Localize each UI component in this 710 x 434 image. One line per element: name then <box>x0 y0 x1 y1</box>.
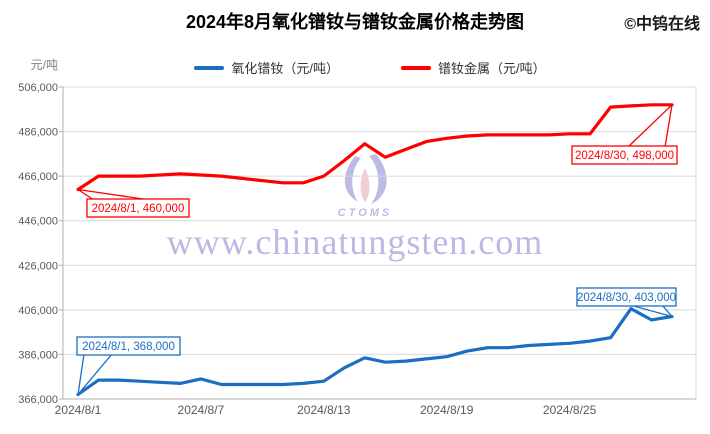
x-tick-label: 2024/8/1 <box>55 403 102 417</box>
annotation-box <box>76 336 181 356</box>
y-tick-label: 506,000 <box>18 82 58 94</box>
y-tick-label: 406,000 <box>18 305 58 317</box>
x-tick-label: 2024/8/19 <box>420 403 474 417</box>
series-line-oxide <box>76 307 674 397</box>
y-tick-label: 446,000 <box>18 216 58 228</box>
watermark-site-text: www.chinatungsten.com <box>166 222 544 262</box>
copyright-text: ©中钨在线 <box>624 16 700 33</box>
legend-swatch-metal-icon <box>401 65 431 70</box>
annotation-box <box>571 145 678 165</box>
y-tick-label: 426,000 <box>18 260 58 272</box>
annotation-label: 2024/8/30, 403,000 <box>577 292 676 304</box>
annotation-label: 2024/8/1, 368,000 <box>82 341 175 353</box>
annotation-label: 2024/8/30, 498,000 <box>575 150 674 162</box>
page-title: 2024年8月氧化镨钕与镨钕金属价格走势图 <box>185 12 525 32</box>
y-axis-unit: 元/吨 <box>30 58 58 72</box>
legend-item-oxide: 氧化镨钕（元/吨） <box>194 58 339 77</box>
x-tick-label: 2024/8/13 <box>297 403 351 417</box>
y-tick-label: 466,000 <box>18 171 58 183</box>
annotation-callout <box>627 104 673 148</box>
legend-label-oxide: 氧化镨钕（元/吨） <box>231 61 339 76</box>
legend-item-metal: 镨钕金属（元/吨） <box>401 58 546 77</box>
y-tick-label: 366,000 <box>18 394 58 406</box>
legend-swatch-oxide-icon <box>194 65 225 70</box>
annotation-label: 2024/8/1, 460,000 <box>92 203 185 215</box>
x-tick-label: 2024/8/25 <box>543 403 597 417</box>
series-line-metal <box>76 103 674 192</box>
ctoms-logo-text: CTOMS <box>338 207 393 219</box>
annotation-callout <box>77 353 113 396</box>
y-tick-label: 386,000 <box>18 349 58 361</box>
legend-label-metal: 镨钕金属（元/吨） <box>438 61 546 76</box>
annotation-box <box>576 287 677 307</box>
x-tick-label: 2024/8/7 <box>178 403 225 417</box>
chart-legend: 氧化镨钕（元/吨） 镨钕金属（元/吨） <box>30 58 710 77</box>
annotation-box <box>86 198 190 218</box>
y-tick-label: 486,000 <box>18 127 58 139</box>
